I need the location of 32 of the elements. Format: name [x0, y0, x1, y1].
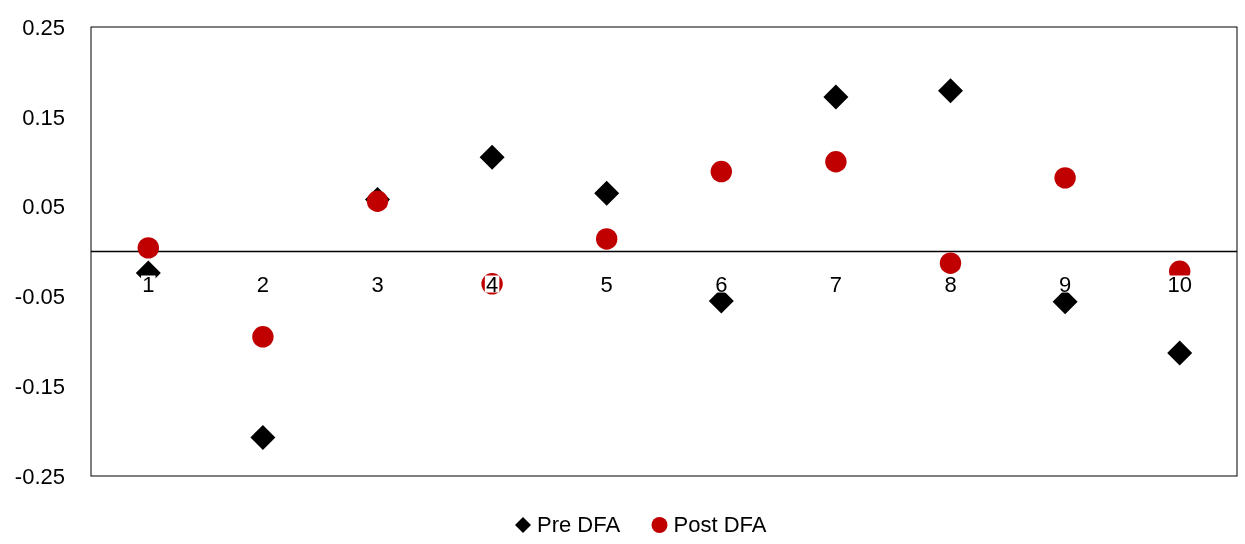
- point: [710, 160, 732, 183]
- x-tick-label: 5: [600, 271, 613, 297]
- point: [252, 326, 274, 348]
- point: [938, 78, 963, 104]
- x-tick-label: 3: [371, 271, 384, 297]
- x-tick-label: 1: [142, 271, 155, 297]
- x-tick-label: 9: [1058, 271, 1072, 297]
- point: [823, 84, 849, 110]
- legend-label: Post DFA: [673, 512, 767, 537]
- point: [1054, 167, 1076, 189]
- point: [366, 190, 389, 212]
- y-tick-label: -0.25: [14, 463, 65, 489]
- x-tick-label: 2: [256, 271, 270, 297]
- point: [594, 180, 620, 206]
- x-tick-label: 6: [715, 271, 728, 297]
- x-tick-label: 10: [1167, 271, 1192, 297]
- point: [825, 151, 847, 173]
- y-tick-label: 0.15: [22, 104, 65, 130]
- x-tick-label: 8: [944, 271, 957, 297]
- point: [479, 144, 505, 170]
- point: [250, 424, 276, 450]
- y-tick-label: 0.25: [22, 14, 65, 40]
- point: [137, 237, 160, 259]
- y-tick-label: -0.15: [14, 373, 65, 399]
- x-tick-label: 4: [485, 271, 499, 297]
- x-tick-label: 7: [829, 271, 843, 297]
- point: [1167, 340, 1193, 366]
- point: [596, 228, 618, 250]
- legend-label: Pre DFA: [537, 512, 621, 537]
- point: [939, 252, 962, 274]
- y-tick-label: -0.05: [14, 284, 65, 310]
- y-tick-label: 0.05: [22, 194, 65, 220]
